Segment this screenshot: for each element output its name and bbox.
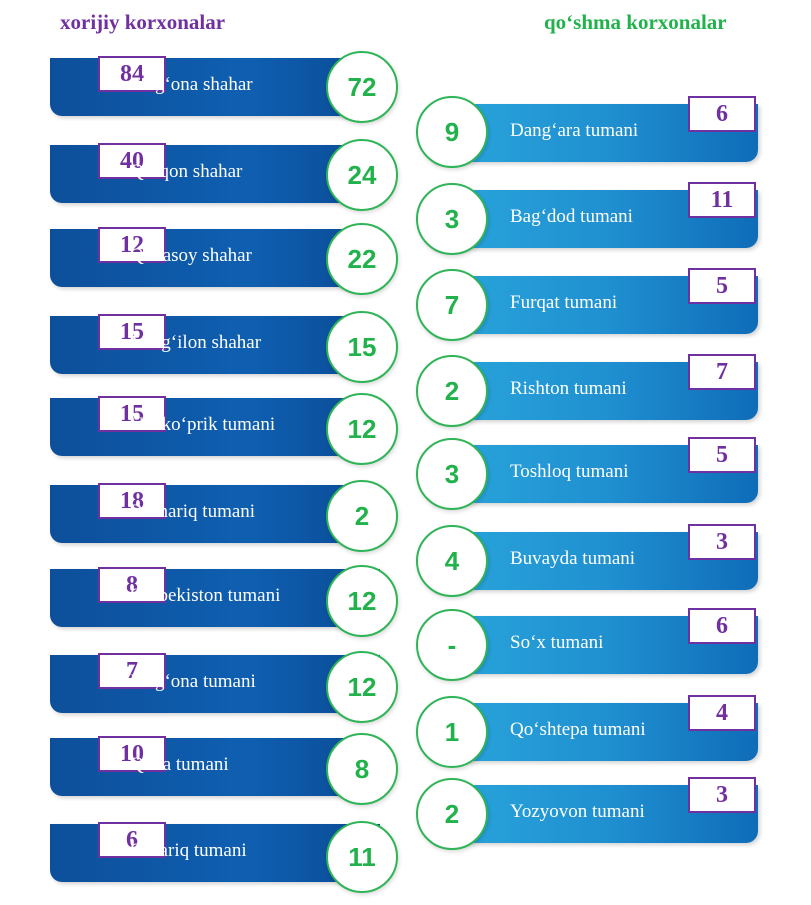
foreign-count-box: 15 [98, 396, 166, 432]
district-row-left: 40 Qo‘qon shahar [50, 143, 380, 203]
district-row-right: Dang‘ara tumani 6 [432, 96, 758, 162]
foreign-enterprises-header: xorijiy korxonalar [60, 10, 226, 34]
joint-count-circle: 15 [326, 311, 398, 383]
joint-count-circle: 4 [416, 525, 488, 597]
district-label: Oltiariq tumani [130, 840, 247, 861]
district-label: Farg‘ona tumani [130, 671, 256, 692]
joint-count-circle: 1 [416, 696, 488, 768]
district-row-left: 18 Beshariq tumani [50, 483, 380, 543]
foreign-count-box: 5 [688, 268, 756, 304]
foreign-count-box: 7 [98, 653, 166, 689]
joint-count-circle: 3 [416, 438, 488, 510]
foreign-count-box: 6 [688, 608, 756, 644]
district-label: Furqat tumani [510, 292, 618, 313]
foreign-count-box: 84 [98, 56, 166, 92]
district-row-left: 15 Uchko‘prik tumani [50, 396, 380, 456]
district-label: Uchko‘prik tumani [130, 414, 276, 435]
joint-count-circle: 12 [326, 651, 398, 723]
foreign-count-box: 11 [688, 182, 756, 218]
foreign-count-box: 40 [98, 143, 166, 179]
district-row-left: 84 Farg‘ona shahar [50, 56, 380, 116]
district-row-left: 10 Quva tumani [50, 736, 380, 796]
district-row-left: 12 Quvasoy shahar [50, 227, 380, 287]
joint-count-circle: 12 [326, 393, 398, 465]
joint-count-circle: 2 [326, 480, 398, 552]
district-label: Beshariq tumani [130, 501, 256, 522]
district-label: Quvasoy shahar [130, 245, 252, 266]
district-label: Marg‘ilon shahar [130, 332, 262, 353]
joint-count-circle: 7 [416, 269, 488, 341]
district-label: O‘zbekiston tumani [130, 585, 281, 606]
joint-count-circle: 2 [416, 778, 488, 850]
foreign-count-box: 6 [688, 96, 756, 132]
district-label: Quva tumani [130, 754, 229, 775]
district-row-left: 7 Farg‘ona tumani [50, 653, 380, 713]
joint-count-circle: 24 [326, 139, 398, 211]
foreign-count-box: 5 [688, 437, 756, 473]
foreign-count-box: 3 [688, 777, 756, 813]
district-label: Toshloq tumani [510, 461, 629, 482]
joint-enterprises-header: qo‘shma korxonalar [544, 10, 727, 34]
district-row-right: Toshloq tumani 5 [432, 437, 758, 503]
foreign-count-box: 3 [688, 524, 756, 560]
district-row-left: 6 Oltiariq tumani [50, 822, 380, 882]
joint-count-circle: 72 [326, 51, 398, 123]
district-row-left: 15 Marg‘ilon shahar [50, 314, 380, 374]
district-label: Dang‘ara tumani [510, 120, 639, 141]
joint-count-circle: 22 [326, 223, 398, 295]
district-label: Buvayda tumani [510, 548, 636, 569]
foreign-count-box: 6 [98, 822, 166, 858]
foreign-count-box: 10 [98, 736, 166, 772]
foreign-count-box: 12 [98, 227, 166, 263]
district-label: Qo‘shtepa tumani [510, 719, 646, 740]
district-row-right: Bag‘dod tumani 11 [432, 182, 758, 248]
district-row-left: 8 O‘zbekiston tumani [50, 567, 380, 627]
district-label: So‘x tumani [510, 632, 604, 653]
joint-count-circle: 12 [326, 565, 398, 637]
district-label: Yozyovon tumani [510, 801, 645, 822]
joint-count-circle: - [416, 609, 488, 681]
district-label: Rishton tumani [510, 378, 627, 399]
foreign-count-box: 7 [688, 354, 756, 390]
foreign-count-box: 4 [688, 695, 756, 731]
district-label: Bag‘dod tumani [510, 206, 633, 227]
foreign-count-box: 8 [98, 567, 166, 603]
joint-count-circle: 11 [326, 821, 398, 893]
district-label: Farg‘ona shahar [130, 74, 253, 95]
joint-count-circle: 2 [416, 355, 488, 427]
joint-count-circle: 8 [326, 733, 398, 805]
joint-count-circle: 9 [416, 96, 488, 168]
joint-count-circle: 3 [416, 183, 488, 255]
foreign-count-box: 18 [98, 483, 166, 519]
district-label: Qo‘qon shahar [130, 161, 243, 182]
foreign-count-box: 15 [98, 314, 166, 350]
